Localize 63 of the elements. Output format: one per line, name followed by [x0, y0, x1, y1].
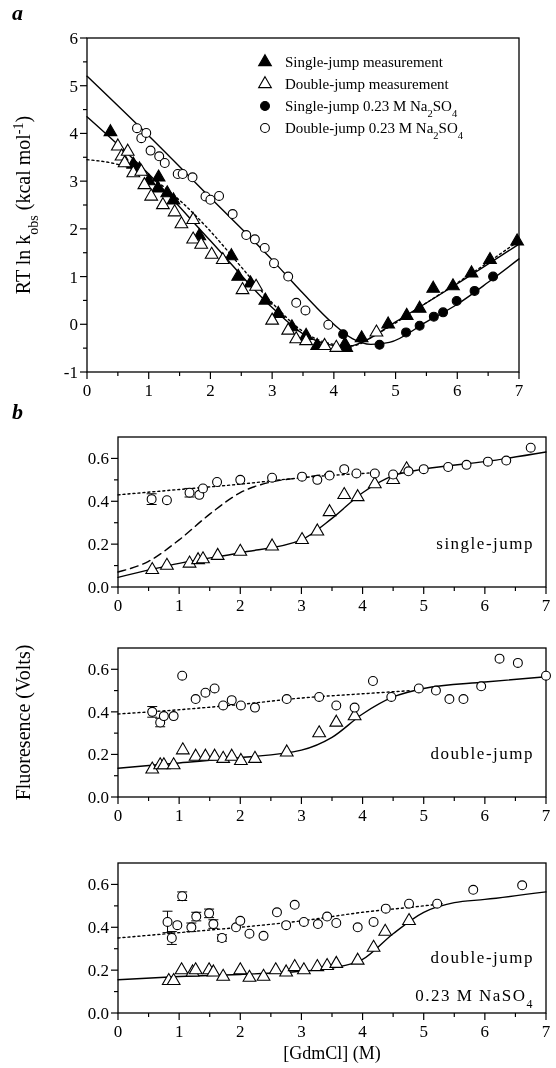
y-tick-label: 0.4: [87, 702, 110, 722]
x-tick-label: 4: [358, 806, 368, 825]
x-tick-label: 6: [453, 381, 462, 400]
x-tick-label: 5: [419, 596, 428, 615]
x-tick-label: 7: [514, 381, 524, 400]
x-tick-label: 7: [541, 1022, 551, 1041]
y-tick-label: 0.0: [87, 788, 109, 807]
y-tick-label: 0.6: [87, 660, 109, 680]
annotation: 0.23 M NaSO$_{4}$: [415, 986, 534, 1011]
x-tick-label: 3: [297, 1022, 306, 1041]
x-tick-label: 3: [297, 596, 306, 615]
x-tick-label: 1: [174, 806, 184, 825]
y-tick-label: 0.2: [87, 745, 109, 765]
chart-title: a: [12, 0, 23, 25]
x-tick-label: 7: [541, 806, 551, 825]
annotation: single-jump: [436, 534, 534, 553]
y-tick-label: 6: [69, 29, 78, 48]
y-tick-label: 0: [69, 315, 78, 335]
x-tick-label: 2: [236, 596, 245, 615]
x-tick-label: 6: [480, 596, 490, 615]
legend-label: Single-jump 0.23 M Na$_{2}$SO$_{4}$: [285, 98, 458, 119]
x-tick-label: 6: [480, 806, 490, 825]
legend-label: Double-jump 0.23 M Na$_{2}$SO$_{4}$: [285, 120, 464, 141]
x-tick-label: 4: [329, 381, 339, 400]
x-tick-label: 1: [174, 1022, 184, 1041]
y-tick-label: -1: [63, 363, 78, 382]
y-tick-label: 5: [69, 76, 78, 96]
x-tick-label: 5: [391, 381, 400, 400]
chart-title: b: [12, 399, 23, 424]
legend-label: Single-jump measurement: [285, 54, 444, 70]
x-tick-label: 5: [419, 1022, 428, 1041]
x-tick-label: 0: [113, 1022, 123, 1041]
y-tick-label: 0.6: [87, 875, 109, 895]
x-tick-label: 2: [206, 381, 215, 400]
annotation: double-jump: [430, 744, 534, 763]
annotation: double-jump: [430, 948, 534, 967]
x-axis-title: [GdmCl] (M): [283, 1043, 381, 1064]
y-tick-label: 4: [69, 124, 79, 144]
x-tick-label: 4: [358, 596, 368, 615]
x-tick-label: 0: [113, 596, 123, 615]
y-tick-label: 0.4: [87, 918, 110, 938]
y-tick-label: 0.0: [87, 578, 109, 597]
x-tick-label: 6: [480, 1022, 490, 1041]
y-tick-label: 0.2: [87, 535, 109, 555]
y-tick-label: 0.0: [87, 1004, 109, 1023]
y-tick-label: 2: [69, 219, 78, 239]
y-axis-title: Fluoresence (Volts): [12, 644, 35, 801]
x-tick-label: 2: [236, 1022, 245, 1041]
legend-label: Double-jump measurement: [285, 76, 450, 92]
y-tick-label: 0.4: [87, 492, 110, 512]
x-tick-label: 2: [236, 806, 245, 825]
y-tick-label: 0.2: [87, 961, 109, 981]
y-tick-label: 0.6: [87, 449, 109, 469]
x-tick-label: 7: [541, 596, 551, 615]
x-tick-label: 5: [419, 806, 428, 825]
y-tick-label: 3: [69, 172, 78, 192]
y-tick-label: 1: [69, 267, 78, 287]
x-tick-label: 3: [297, 806, 306, 825]
x-tick-label: 1: [144, 381, 153, 400]
x-tick-label: 0: [113, 806, 123, 825]
x-tick-label: 4: [358, 1022, 368, 1041]
x-tick-label: 1: [174, 596, 184, 615]
x-tick-label: 3: [267, 381, 277, 400]
